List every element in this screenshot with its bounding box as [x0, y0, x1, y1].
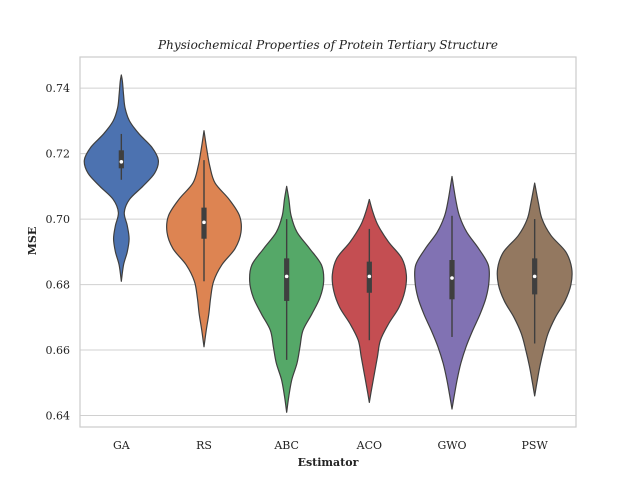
y-tick-label: 0.66 — [46, 344, 71, 357]
x-axis-label: Estimator — [298, 456, 359, 469]
y-tick-label: 0.72 — [46, 148, 71, 161]
violin-psw — [496, 182, 573, 397]
violin-ga — [83, 74, 160, 282]
violin-gwo — [413, 175, 491, 410]
violin-median — [284, 274, 289, 279]
y-tick-label: 0.64 — [46, 410, 71, 423]
chart-title: Physiochemical Properties of Protein Ter… — [157, 38, 498, 52]
y-axis-label: MSE — [26, 227, 39, 256]
violin-iqr-box — [118, 150, 124, 169]
x-tick-label: PSW — [522, 439, 549, 452]
violin-median — [532, 274, 537, 279]
x-tick-label: RS — [196, 439, 212, 452]
y-tick-label: 0.70 — [46, 213, 71, 226]
x-tick-label: ABC — [273, 439, 299, 452]
violin-median — [367, 274, 372, 279]
violin-aco — [331, 198, 408, 404]
violins — [83, 74, 573, 413]
x-ticks: GA RS ABC ACO GWO PSW — [113, 439, 549, 452]
x-tick-label: GWO — [437, 439, 466, 452]
violin-median — [119, 159, 124, 164]
y-tick-label: 0.68 — [46, 279, 71, 292]
x-tick-label: ACO — [356, 439, 382, 452]
plot-frame — [79, 56, 577, 428]
violin-median — [202, 220, 206, 225]
grid — [80, 87, 576, 417]
violin-iqr-box — [284, 258, 290, 301]
y-ticks: 0.64 0.66 0.68 0.70 0.72 0.74 — [46, 82, 71, 422]
violin-rs — [166, 130, 242, 348]
x-tick-label: GA — [113, 439, 131, 452]
y-tick-label: 0.74 — [46, 82, 71, 95]
violin-median — [450, 276, 454, 280]
violin-abc — [248, 185, 325, 413]
